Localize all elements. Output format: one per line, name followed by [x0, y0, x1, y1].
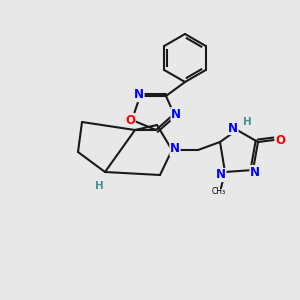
Text: N: N	[216, 169, 226, 182]
Text: O: O	[275, 134, 285, 146]
Text: H: H	[94, 181, 103, 191]
Text: N: N	[228, 122, 238, 134]
Text: H: H	[243, 117, 251, 127]
Text: N: N	[134, 88, 144, 101]
Text: N: N	[171, 107, 181, 121]
Text: N: N	[170, 142, 180, 155]
Text: O: O	[125, 113, 135, 127]
Text: N: N	[250, 166, 260, 178]
Text: CH₃: CH₃	[212, 188, 226, 196]
